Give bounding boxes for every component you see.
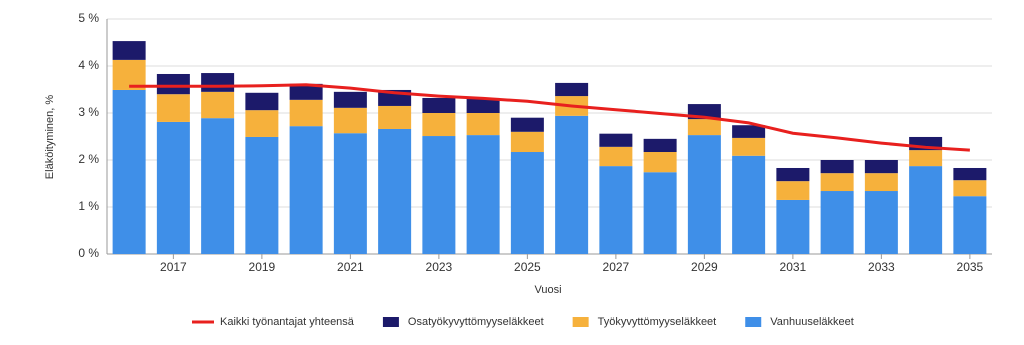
bar-segment bbox=[776, 199, 810, 254]
bar-segment bbox=[422, 136, 456, 254]
bar-segment bbox=[864, 160, 898, 174]
legend-label: Työkyvyttömyyseläkkeet bbox=[598, 316, 717, 328]
x-tick-label: 2019 bbox=[249, 260, 276, 274]
bar-segment bbox=[776, 167, 810, 182]
bar-segment bbox=[112, 41, 146, 60]
bar-segment bbox=[422, 113, 456, 137]
bar-segment bbox=[333, 133, 367, 254]
bar-segment bbox=[245, 92, 279, 111]
bar-segment bbox=[466, 113, 500, 136]
bar-segment bbox=[289, 126, 323, 254]
bar-segment bbox=[732, 155, 766, 254]
bar-segment bbox=[643, 138, 677, 153]
bar-segment bbox=[909, 150, 943, 167]
x-tick-label: 2021 bbox=[337, 260, 364, 274]
x-tick-label: 2025 bbox=[514, 260, 541, 274]
y-tick-label: 0 % bbox=[78, 246, 99, 260]
bar-segment bbox=[156, 94, 190, 122]
bar-segment bbox=[333, 107, 367, 134]
bar-segment bbox=[245, 110, 279, 137]
x-tick-label: 2031 bbox=[780, 260, 807, 274]
bar-segment bbox=[820, 160, 854, 174]
bar-segment bbox=[466, 97, 500, 113]
y-tick-label: 1 % bbox=[78, 199, 99, 213]
bar-segment bbox=[687, 135, 721, 254]
bar-segment bbox=[378, 128, 412, 254]
bar-segment bbox=[510, 117, 544, 132]
bar-segment bbox=[112, 89, 146, 254]
x-tick-label: 2017 bbox=[160, 260, 187, 274]
bar-segment bbox=[599, 166, 633, 254]
bar-segment bbox=[510, 131, 544, 153]
legend-label: Kaikki työnantajat yhteensä bbox=[220, 316, 355, 328]
bar-segment bbox=[555, 115, 589, 254]
legend-label: Vanhuuseläkkeet bbox=[770, 316, 854, 328]
bar-segment bbox=[599, 133, 633, 147]
bar-segment bbox=[245, 136, 279, 254]
bar-segment bbox=[732, 137, 766, 156]
x-tick-label: 2027 bbox=[603, 260, 630, 274]
legend-swatch bbox=[745, 317, 762, 327]
bar-segment bbox=[732, 125, 766, 138]
y-tick-label: 4 % bbox=[78, 58, 99, 72]
bar-segment bbox=[466, 135, 500, 254]
x-tick-label: 2029 bbox=[691, 260, 718, 274]
bar-segment bbox=[776, 181, 810, 200]
y-tick-label: 5 % bbox=[78, 11, 99, 25]
bar-segment bbox=[422, 97, 456, 113]
bar-segment bbox=[156, 73, 190, 95]
bar-segment bbox=[333, 91, 367, 108]
bar-segment bbox=[643, 152, 677, 173]
bar-segment bbox=[156, 121, 190, 255]
bar-segment bbox=[820, 191, 854, 254]
bar-segment bbox=[953, 180, 987, 197]
bar-segment bbox=[909, 166, 943, 254]
legend-label: Osatyökyvyttömyyseläkkeet bbox=[408, 316, 544, 328]
bar-segment bbox=[864, 173, 898, 192]
bar-segment bbox=[201, 91, 235, 119]
bar-segment bbox=[643, 172, 677, 254]
bar-segment bbox=[289, 83, 323, 100]
bar-segment bbox=[201, 118, 235, 254]
bar-segment bbox=[953, 167, 987, 181]
legend-swatch bbox=[382, 317, 399, 327]
bar-segment bbox=[864, 191, 898, 254]
bar-segment bbox=[687, 119, 721, 136]
line-series bbox=[129, 83, 970, 152]
bar-segment bbox=[510, 152, 544, 254]
y-tick-label: 3 % bbox=[78, 105, 99, 119]
x-tick-label: 2023 bbox=[426, 260, 453, 274]
y-tick-label: 2 % bbox=[78, 152, 99, 166]
bar-segment bbox=[953, 196, 987, 254]
bar-segment bbox=[599, 146, 633, 167]
x-tick-label: 2035 bbox=[957, 260, 984, 274]
legend-swatch bbox=[572, 317, 589, 327]
bar-segment bbox=[289, 99, 323, 127]
bar-segment bbox=[820, 173, 854, 192]
bar-segment bbox=[555, 82, 589, 97]
x-axis-title: Vuosi bbox=[534, 284, 561, 296]
y-axis-title: Eläköityminen, % bbox=[44, 95, 56, 180]
bar-segment bbox=[201, 73, 235, 92]
x-tick-label: 2033 bbox=[868, 260, 895, 274]
bar-segment bbox=[378, 105, 412, 129]
